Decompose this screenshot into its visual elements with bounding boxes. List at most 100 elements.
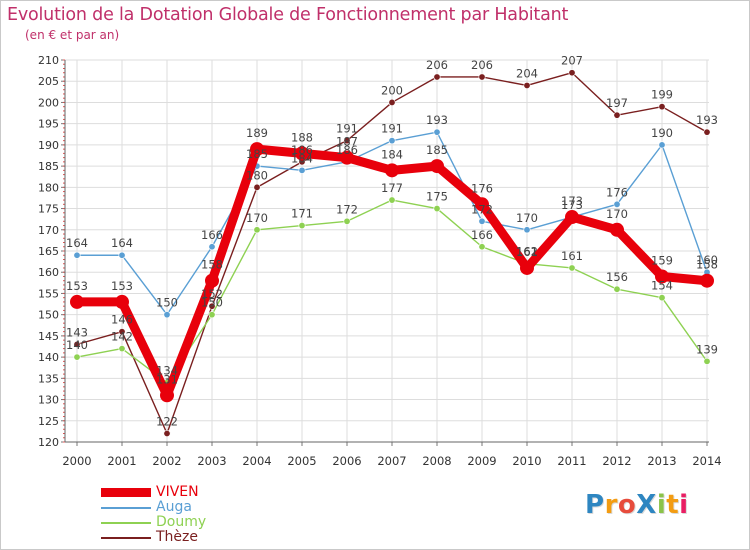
point-auga-2007	[388, 137, 396, 145]
xtick-label-2014: 2014	[692, 454, 721, 468]
point-thze-2000	[73, 340, 81, 348]
data-label-doumy-2014: 139	[696, 342, 718, 356]
data-label-thze-2004: 180	[246, 168, 268, 182]
data-label-thze-2007: 200	[381, 83, 403, 97]
data-label-thze-2001: 146	[111, 313, 133, 327]
point-thze-2006	[343, 137, 351, 145]
series	[70, 69, 714, 438]
ytick-label-135: 135	[38, 372, 59, 385]
point-viven-2011	[565, 210, 579, 225]
xtick-label-2007: 2007	[377, 454, 406, 468]
point-auga-2003	[208, 243, 216, 251]
ytick-label-140: 140	[38, 351, 59, 364]
data-label-doumy-2010: 162	[516, 245, 538, 259]
point-doumy-2005	[298, 222, 306, 230]
data-label-thze-2013: 199	[651, 88, 673, 102]
xtick-label-2002: 2002	[152, 454, 181, 468]
xtick-label-2008: 2008	[422, 454, 451, 468]
point-viven-2010	[520, 260, 534, 275]
data-label-auga-2013: 190	[651, 126, 673, 140]
data-label-auga-2005: 184	[291, 151, 313, 165]
xtick-label-2011: 2011	[557, 454, 586, 468]
data-label-doumy-2009: 166	[471, 228, 493, 242]
point-auga-2012	[613, 200, 621, 208]
ytick-label-190: 190	[38, 139, 59, 152]
point-thze-2004	[253, 183, 261, 191]
point-auga-2002	[163, 311, 171, 319]
data-label-viven-2004: 189	[246, 126, 268, 140]
ytick-label-170: 170	[38, 224, 59, 237]
data-label-doumy-2007: 177	[381, 181, 403, 195]
ytick-label-195: 195	[38, 118, 59, 131]
data-label-auga-2002: 150	[156, 296, 178, 310]
legend-item-doumy: Doumy	[101, 514, 301, 530]
point-thze-2008	[433, 73, 441, 81]
ytick-label-210: 210	[38, 54, 59, 67]
ytick-label-180: 180	[38, 181, 59, 194]
point-doumy-2006	[343, 217, 351, 225]
logo-letter: t	[666, 490, 680, 520]
data-label-doumy-2002: 134	[156, 364, 178, 378]
data-label-viven-2003: 158	[201, 258, 223, 272]
data-label-viven-2001: 153	[111, 279, 133, 293]
point-doumy-2012	[613, 285, 621, 293]
point-auga-2009	[478, 217, 486, 225]
legend-label-doumy: Doumy	[156, 514, 207, 530]
point-thze-2001	[118, 328, 126, 336]
point-auga-2001	[118, 251, 126, 259]
data-label-viven-2009: 176	[471, 181, 493, 195]
data-label-thze-2012: 197	[606, 96, 628, 110]
data-label-doumy-2011: 161	[561, 249, 583, 263]
chart-subtitle: (en € et par an)	[25, 28, 120, 42]
data-label-viven-2010: 161	[516, 245, 538, 259]
point-thze-2011	[568, 69, 576, 77]
point-thze-2003	[208, 302, 216, 310]
legend-label-auga: Auga	[156, 499, 192, 515]
data-label-auga-2003: 166	[201, 228, 223, 242]
legend-label-viven: VIVEN	[156, 484, 199, 500]
data-label-thze-2009: 206	[471, 58, 493, 72]
point-doumy-2011	[568, 264, 576, 272]
data-label-viven-2012: 170	[606, 207, 628, 221]
point-doumy-2000	[73, 353, 81, 361]
data-label-thze-2002: 122	[156, 415, 178, 429]
proxiti-logo: ProXiti	[585, 490, 689, 520]
data-label-thze-2003: 152	[201, 287, 223, 301]
point-doumy-2004	[253, 226, 261, 234]
data-label-auga-2009: 172	[471, 202, 493, 216]
data-label-viven-2014: 158	[696, 258, 718, 272]
xtick-label-2010: 2010	[512, 454, 541, 468]
data-label-doumy-2013: 154	[651, 279, 673, 293]
data-label-auga-2000: 164	[66, 236, 88, 250]
grid	[65, 59, 709, 443]
data-label-auga-2010: 170	[516, 211, 538, 225]
logo-letter: X	[636, 490, 657, 520]
point-viven-2008	[430, 159, 444, 174]
data-label-doumy-2004: 170	[246, 211, 268, 225]
point-thze-2013	[658, 103, 666, 111]
point-thze-2009	[478, 73, 486, 81]
data-label-doumy-2001: 142	[111, 330, 133, 344]
data-label-doumy-2008: 175	[426, 190, 448, 204]
point-viven-2005	[295, 146, 309, 161]
xtick-label-2012: 2012	[602, 454, 631, 468]
ytick-label-155: 155	[38, 287, 59, 300]
xtick-label-2009: 2009	[467, 454, 496, 468]
data-label-doumy-2005: 171	[291, 207, 313, 221]
ytick-label-125: 125	[38, 415, 59, 428]
point-viven-2006	[340, 150, 354, 165]
data-label-viven-2000: 153	[66, 279, 88, 293]
data-label-auga-2004: 185	[246, 147, 268, 161]
legend-label-theze: Thèze	[156, 529, 198, 545]
data-label-viven-2013: 159	[651, 253, 673, 267]
axes: 1201251301351401451501551601651701751801…	[38, 54, 722, 468]
legend-line-auga	[101, 507, 151, 509]
data-label-auga-2012: 176	[606, 185, 628, 199]
xtick-label-2001: 2001	[107, 454, 136, 468]
xtick-label-2006: 2006	[332, 454, 361, 468]
ytick-label-145: 145	[38, 330, 59, 343]
point-doumy-2008	[433, 205, 441, 213]
data-label-auga-2001: 164	[111, 236, 133, 250]
